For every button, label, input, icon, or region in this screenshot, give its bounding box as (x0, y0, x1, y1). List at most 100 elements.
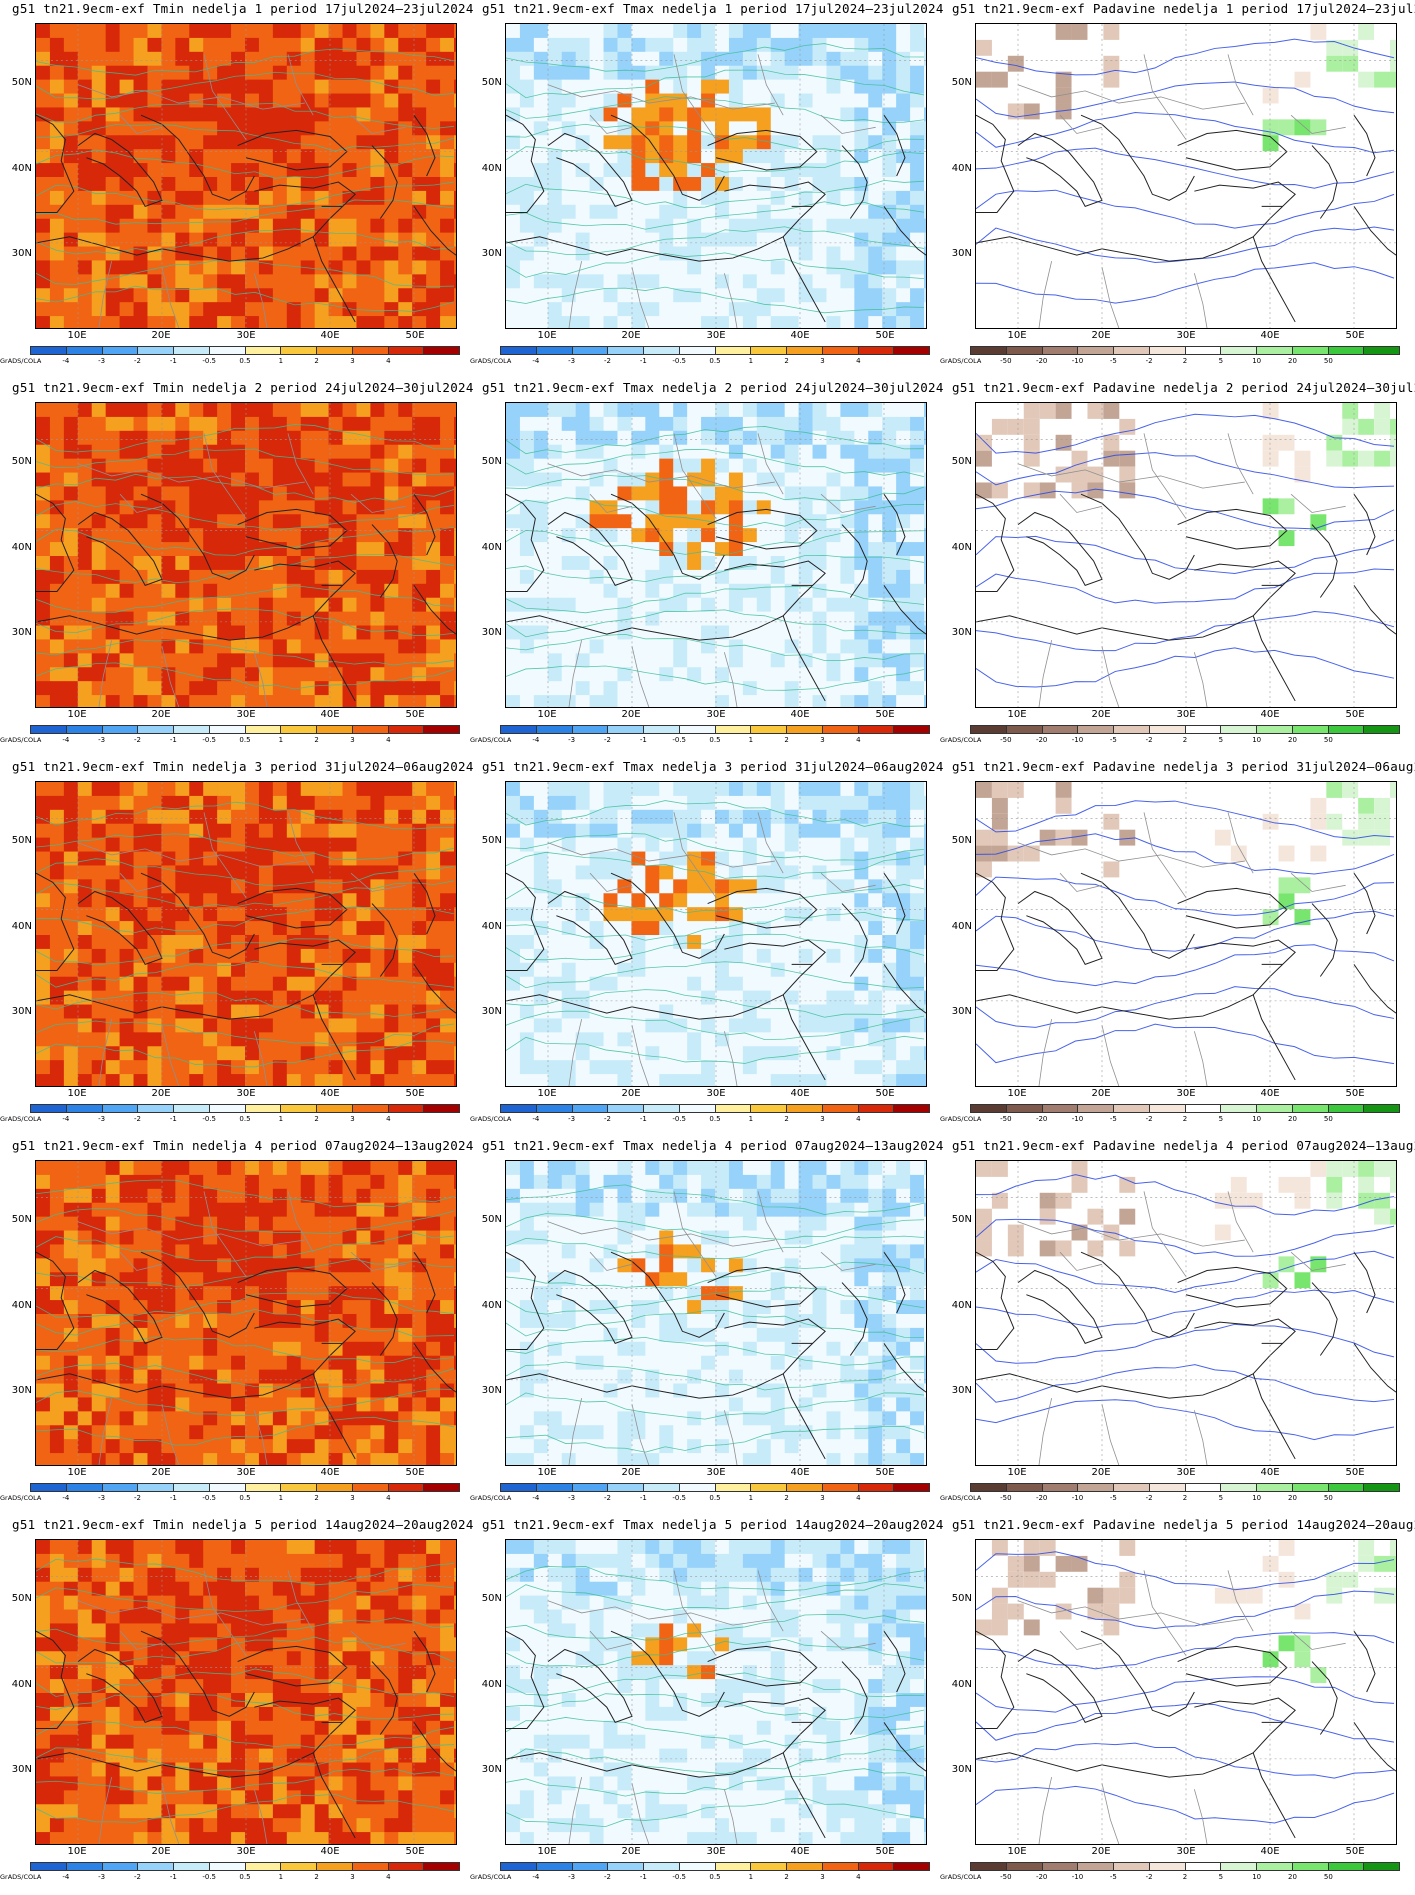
colorbar-swatch (1078, 347, 1114, 354)
colorbar-swatch (1257, 1484, 1293, 1491)
latitude-label: 50N (481, 456, 502, 467)
colorbar-tick-label: -20 (1035, 357, 1048, 365)
longitude-label: 10E (537, 1846, 557, 1857)
colorbar-swatch (1006, 1863, 1043, 1870)
longitude-label: 40E (320, 1088, 340, 1099)
longitude-label: 50E (875, 1467, 895, 1478)
colorbar-tick-label: -5 (1109, 736, 1117, 744)
colorbar-swatch (388, 726, 425, 733)
colorbar-swatch (1221, 1484, 1257, 1491)
colorbar-swatch (572, 347, 609, 354)
colorbar-tick-label: 5 (1218, 1494, 1224, 1502)
temp-colorbar (500, 346, 930, 355)
colorbar-tick-label: -3 (98, 1873, 106, 1881)
colorbar-tick-label: -4 (532, 1115, 540, 1123)
longitude-label: 40E (320, 1467, 340, 1478)
colorbar-swatch (388, 347, 425, 354)
longitude-label: 40E (790, 1088, 810, 1099)
colorbar-tick-label: 1 (748, 1115, 754, 1123)
longitude-label: 40E (1260, 1088, 1280, 1099)
panel-title: g51 tn21.9ecm-exf Padavine nedelja 2 per… (952, 380, 1415, 395)
colorbar-tick-label: 2 (1182, 1494, 1188, 1502)
precip-colorbar (970, 1862, 1400, 1871)
colorbar-swatch (388, 1484, 425, 1491)
colorbar-swatch (102, 347, 139, 354)
longitude-label: 50E (875, 1088, 895, 1099)
colorbar-tick-label: 2 (314, 736, 319, 744)
panel-title: g51 tn21.9ecm-exf Padavine nedelja 5 per… (952, 1517, 1415, 1532)
longitude-label: 10E (537, 1467, 557, 1478)
latitude-label: 50N (951, 77, 972, 88)
colorbar-tick-label: 4 (386, 736, 391, 744)
colorbar-tick-label: 1 (748, 357, 754, 365)
map-graphic (36, 1540, 456, 1844)
colorbar-swatch (66, 347, 103, 354)
colorbar-tick-label: 2 (1182, 357, 1188, 365)
latitude-label: 40N (481, 921, 502, 932)
longitude-label: 50E (875, 709, 895, 720)
grads-credit: GrADS/COLA (940, 1494, 982, 1502)
longitude-label: 30E (706, 330, 726, 341)
map-graphic (36, 403, 456, 707)
colorbar-swatch (138, 1863, 174, 1870)
colorbar-swatch (31, 1105, 67, 1112)
colorbar-tick-label: -2 (604, 1115, 611, 1123)
colorbar-tick-label: -2 (604, 357, 611, 365)
colorbar-tick-label: 1 (748, 736, 754, 744)
latitude-label: 50N (951, 1593, 972, 1604)
colorbar-tick-label: 3 (820, 357, 825, 365)
longitude-label: 30E (236, 330, 256, 341)
colorbar-swatch (174, 347, 210, 354)
colorbar-tick-label: 0.5 (239, 736, 251, 744)
colorbar-tick-label: 0.5 (709, 357, 721, 365)
colorbar-tick-label: 1 (278, 1494, 284, 1502)
colorbar-swatch (1006, 1484, 1043, 1491)
map-graphic (976, 24, 1396, 328)
map-panel-tmax-week-3: g51 tn21.9ecm-exf Tmax nedelja 3 period … (470, 758, 950, 1136)
colorbar-tick-label: -2 (134, 1873, 141, 1881)
longitude-label: 20E (151, 330, 171, 341)
colorbar-tick-label: 4 (386, 1494, 391, 1502)
colorbar-swatch (317, 1863, 353, 1870)
colorbar-tick-label: 0.5 (239, 1115, 251, 1123)
colorbar-swatch (1078, 1863, 1114, 1870)
colorbar-tick-label: 2 (1182, 1115, 1188, 1123)
colorbar-swatch (501, 1105, 537, 1112)
colorbar-swatch (245, 726, 282, 733)
colorbar-swatch (679, 726, 716, 733)
map-graphic (976, 403, 1396, 707)
longitude-label: 40E (320, 330, 340, 341)
colorbar-tick-label: 3 (350, 1115, 355, 1123)
colorbar-tick-label: 0.5 (709, 736, 721, 744)
colorbar-swatch (352, 1863, 389, 1870)
colorbar-tick-label: -1 (639, 1115, 647, 1123)
tmin-anomaly-map (35, 781, 457, 1087)
colorbar-swatch (1364, 1484, 1399, 1491)
precip-colorbar (970, 346, 1400, 355)
colorbar-swatch (1257, 347, 1293, 354)
latitude-label: 30N (11, 1385, 32, 1396)
map-graphic (506, 403, 926, 707)
colorbar-tick-label: -50 (1000, 1873, 1012, 1881)
panel-title: g51 tn21.9ecm-exf Tmax nedelja 5 period … (482, 1517, 944, 1532)
colorbar-tick-label: 10 (1252, 357, 1262, 365)
grads-credit: GrADS/COLA (940, 1873, 982, 1881)
colorbar-swatch (715, 726, 752, 733)
colorbar-tick-label: 1 (748, 1873, 754, 1881)
colorbar-swatch (1114, 726, 1150, 733)
colorbar-tick-label: 50 (1323, 736, 1333, 744)
longitude-label: 50E (405, 1467, 425, 1478)
colorbar-tick-label: -0.5 (672, 1873, 686, 1881)
colorbar-swatch (281, 347, 317, 354)
longitude-label: 10E (1007, 709, 1027, 720)
colorbar-swatch (971, 726, 1007, 733)
colorbar-tick-label: 3 (820, 1115, 825, 1123)
colorbar-tick-label: -0.5 (202, 1873, 216, 1881)
longitude-label: 50E (1345, 1088, 1365, 1099)
latitude-label: 40N (481, 163, 502, 174)
colorbar-swatch (1185, 1105, 1222, 1112)
colorbar-tick-label: 4 (386, 1873, 391, 1881)
colorbar-tick-label: 4 (856, 736, 861, 744)
latitude-label: 40N (481, 1300, 502, 1311)
